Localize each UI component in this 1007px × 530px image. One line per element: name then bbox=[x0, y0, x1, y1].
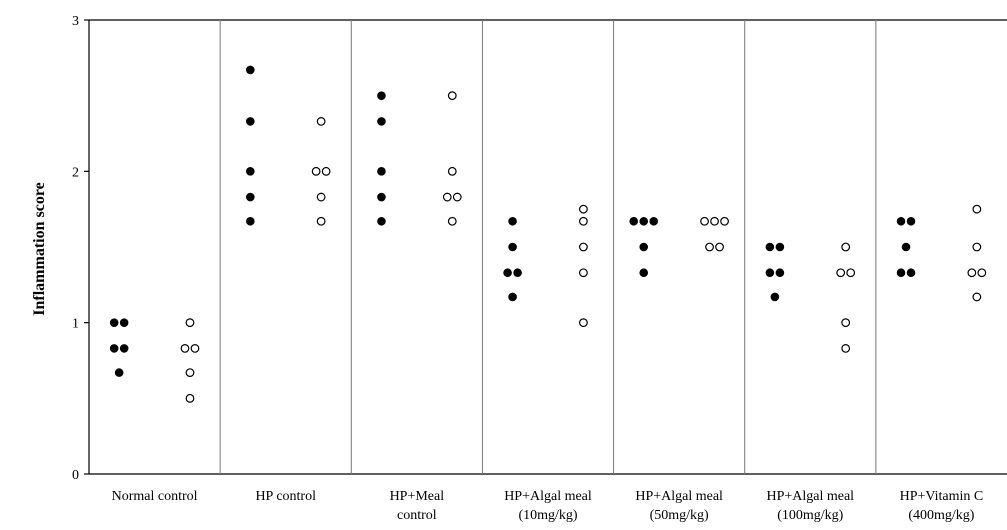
x-category-label: HP+Vitamin C bbox=[900, 489, 984, 504]
filled-data-point bbox=[109, 318, 119, 327]
open-data-point bbox=[190, 343, 200, 353]
open-data-point bbox=[579, 318, 588, 328]
x-category-label: (400mg/kg) bbox=[908, 508, 974, 523]
filled-data-point bbox=[775, 268, 785, 278]
filled-data-point bbox=[639, 216, 649, 226]
filled-data-point bbox=[770, 292, 780, 302]
filled-data-point bbox=[649, 216, 659, 226]
filled-data-point bbox=[629, 216, 639, 226]
x-category-label: (100mg/kg) bbox=[777, 508, 843, 523]
open-data-point bbox=[316, 216, 326, 226]
filled-data-point bbox=[639, 268, 649, 278]
filled-data-point bbox=[377, 167, 386, 176]
y-tick-label: 2 bbox=[72, 165, 79, 180]
open-data-point bbox=[710, 216, 719, 226]
x-category-label: (10mg/kg) bbox=[518, 508, 577, 523]
open-data-point bbox=[180, 343, 190, 353]
open-data-point bbox=[579, 204, 588, 214]
filled-data-point bbox=[508, 242, 517, 252]
open-data-point bbox=[841, 318, 851, 328]
filled-data-point bbox=[906, 216, 916, 226]
open-data-point bbox=[836, 268, 846, 278]
y-axis-label: Inflammation score bbox=[31, 182, 48, 315]
open-data-point bbox=[705, 242, 714, 252]
filled-data-point bbox=[896, 216, 906, 226]
filled-data-point bbox=[775, 242, 785, 252]
filled-data-point bbox=[119, 344, 129, 353]
open-data-point bbox=[452, 192, 462, 202]
open-data-point bbox=[185, 368, 195, 378]
filled-data-point bbox=[896, 268, 906, 278]
open-data-point bbox=[447, 166, 457, 176]
open-data-point bbox=[579, 216, 588, 226]
y-tick-label: 0 bbox=[72, 468, 79, 483]
filled-data-point bbox=[765, 242, 775, 252]
filled-data-point bbox=[513, 268, 522, 278]
filled-data-point bbox=[114, 368, 124, 377]
filled-data-point bbox=[508, 292, 517, 302]
open-data-point bbox=[447, 216, 457, 226]
x-category-label: HP+Meal bbox=[390, 489, 445, 504]
open-data-point bbox=[321, 166, 331, 176]
x-category-label: HP control bbox=[255, 489, 316, 504]
plot-frame bbox=[88, 19, 1007, 475]
x-axis-categories: Normal control HP control HP+Meal control HP… bbox=[112, 489, 984, 523]
filled-data-point bbox=[508, 216, 517, 226]
open-data-point bbox=[700, 216, 709, 226]
open-data-point bbox=[316, 192, 326, 202]
open-data-point bbox=[841, 242, 851, 252]
filled-data-point bbox=[377, 192, 386, 202]
filled-data-point bbox=[246, 117, 255, 126]
open-data-point bbox=[442, 192, 452, 202]
filled-data-point bbox=[377, 91, 386, 100]
open-data-point bbox=[185, 318, 195, 328]
filled-data-point bbox=[639, 242, 649, 252]
open-data-point bbox=[579, 242, 588, 252]
open-data-point bbox=[967, 268, 977, 278]
x-category-label: Normal control bbox=[112, 489, 198, 504]
open-data-point bbox=[972, 292, 982, 302]
filled-data-point bbox=[503, 268, 512, 278]
open-data-point bbox=[972, 242, 982, 252]
data-points bbox=[109, 65, 987, 403]
filled-data-point bbox=[377, 117, 386, 126]
open-data-point bbox=[720, 216, 729, 226]
open-data-point bbox=[185, 393, 195, 403]
filled-data-point bbox=[246, 192, 255, 202]
group-dividers bbox=[219, 20, 877, 474]
filled-data-point bbox=[906, 268, 916, 278]
x-category-label: HP+Algal meal bbox=[766, 489, 854, 504]
filled-data-point bbox=[377, 216, 386, 226]
filled-data-point bbox=[119, 318, 129, 327]
open-data-point bbox=[447, 91, 457, 101]
x-category-label: (50mg/kg) bbox=[650, 508, 709, 523]
open-data-point bbox=[846, 268, 856, 278]
x-category-label: HP+Algal meal bbox=[504, 489, 592, 504]
filled-data-point bbox=[765, 268, 775, 278]
open-data-point bbox=[977, 268, 987, 278]
open-data-point bbox=[579, 268, 588, 278]
filled-data-point bbox=[109, 344, 119, 353]
open-data-point bbox=[316, 116, 326, 126]
y-tick-label: 1 bbox=[72, 317, 79, 332]
filled-data-point bbox=[246, 65, 255, 75]
y-axis: 0 1 2 3 bbox=[72, 14, 89, 483]
open-data-point bbox=[715, 242, 724, 252]
open-data-point bbox=[972, 204, 982, 214]
y-tick-label: 3 bbox=[72, 14, 79, 29]
filled-data-point bbox=[246, 167, 255, 176]
filled-data-point bbox=[246, 216, 255, 226]
open-data-point bbox=[841, 343, 851, 353]
x-category-label: HP+Algal meal bbox=[635, 489, 723, 504]
open-data-point bbox=[311, 166, 321, 176]
filled-data-point bbox=[901, 242, 911, 252]
x-category-label: control bbox=[397, 508, 437, 523]
